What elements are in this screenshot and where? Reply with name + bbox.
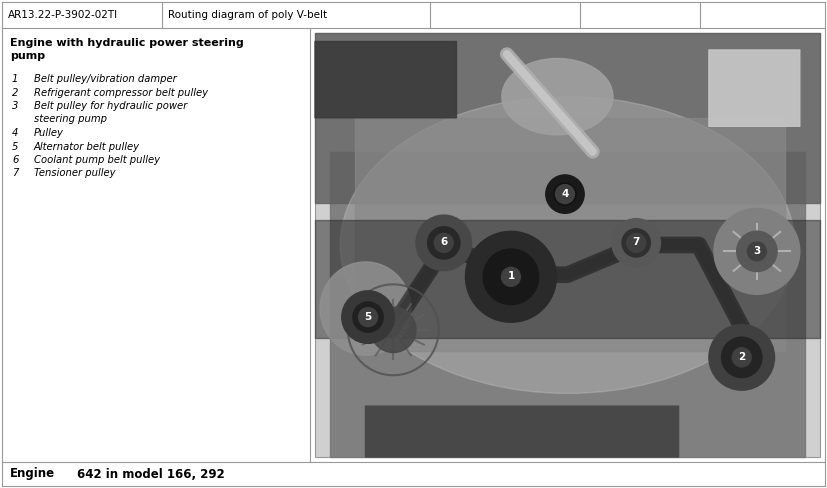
Circle shape (622, 229, 650, 257)
Ellipse shape (502, 59, 613, 135)
Text: Tensioner pulley: Tensioner pulley (34, 168, 116, 179)
Text: Coolant pump belt pulley: Coolant pump belt pulley (34, 155, 160, 165)
Circle shape (370, 307, 416, 352)
Circle shape (562, 191, 568, 198)
Circle shape (359, 307, 377, 326)
Polygon shape (330, 152, 805, 457)
Circle shape (721, 337, 762, 378)
Text: 1: 1 (507, 271, 514, 281)
Text: Pulley: Pulley (34, 128, 64, 138)
Polygon shape (315, 33, 820, 203)
Circle shape (612, 219, 661, 267)
FancyBboxPatch shape (366, 406, 679, 457)
Circle shape (554, 183, 576, 205)
Circle shape (546, 175, 584, 213)
FancyBboxPatch shape (315, 41, 457, 118)
Text: 2: 2 (739, 352, 745, 362)
Circle shape (748, 242, 767, 261)
Text: 5: 5 (12, 142, 18, 151)
Circle shape (483, 249, 538, 305)
Circle shape (439, 238, 448, 248)
Text: Routing diagram of poly V-belt: Routing diagram of poly V-belt (168, 10, 327, 20)
Circle shape (556, 184, 575, 203)
Text: 4: 4 (12, 128, 18, 138)
Text: 6: 6 (440, 237, 447, 247)
Text: Alternator belt pulley: Alternator belt pulley (34, 142, 140, 151)
Circle shape (714, 208, 800, 294)
Text: Belt pulley for hydraulic power: Belt pulley for hydraulic power (34, 101, 187, 111)
Circle shape (353, 302, 383, 332)
FancyBboxPatch shape (709, 50, 800, 126)
Circle shape (466, 231, 557, 322)
Circle shape (737, 231, 777, 271)
Text: 7: 7 (633, 237, 640, 247)
Circle shape (732, 348, 751, 367)
Text: AR13.22-P-3902-02TI: AR13.22-P-3902-02TI (8, 10, 118, 20)
Text: 7: 7 (12, 168, 18, 179)
Text: 6: 6 (12, 155, 18, 165)
Text: 4: 4 (562, 189, 569, 199)
Text: Refrigerant compressor belt pulley: Refrigerant compressor belt pulley (34, 87, 208, 98)
Text: Engine with hydraulic power steering: Engine with hydraulic power steering (10, 38, 244, 48)
Circle shape (501, 267, 520, 286)
Bar (315, 33, 820, 457)
Text: 3: 3 (12, 101, 18, 111)
Text: steering pump: steering pump (34, 115, 107, 124)
Circle shape (632, 239, 640, 247)
Circle shape (416, 215, 471, 271)
Circle shape (434, 233, 453, 252)
Circle shape (428, 227, 460, 259)
Text: pump: pump (10, 51, 45, 61)
Circle shape (709, 325, 775, 390)
Bar (356, 118, 785, 351)
Circle shape (364, 312, 373, 322)
Text: Belt pulley/vibration damper: Belt pulley/vibration damper (34, 74, 177, 84)
Ellipse shape (320, 262, 411, 355)
Circle shape (748, 242, 766, 261)
Circle shape (503, 268, 519, 285)
Ellipse shape (340, 97, 795, 393)
Text: Engine: Engine (10, 468, 55, 481)
Text: 1: 1 (12, 74, 18, 84)
Text: 642 in model 166, 292: 642 in model 166, 292 (77, 468, 225, 481)
Circle shape (342, 291, 394, 344)
Bar (315, 220, 820, 338)
Circle shape (736, 351, 748, 364)
Text: 3: 3 (753, 246, 761, 256)
Text: 2: 2 (12, 87, 18, 98)
Circle shape (627, 233, 646, 252)
Text: 5: 5 (365, 311, 371, 322)
